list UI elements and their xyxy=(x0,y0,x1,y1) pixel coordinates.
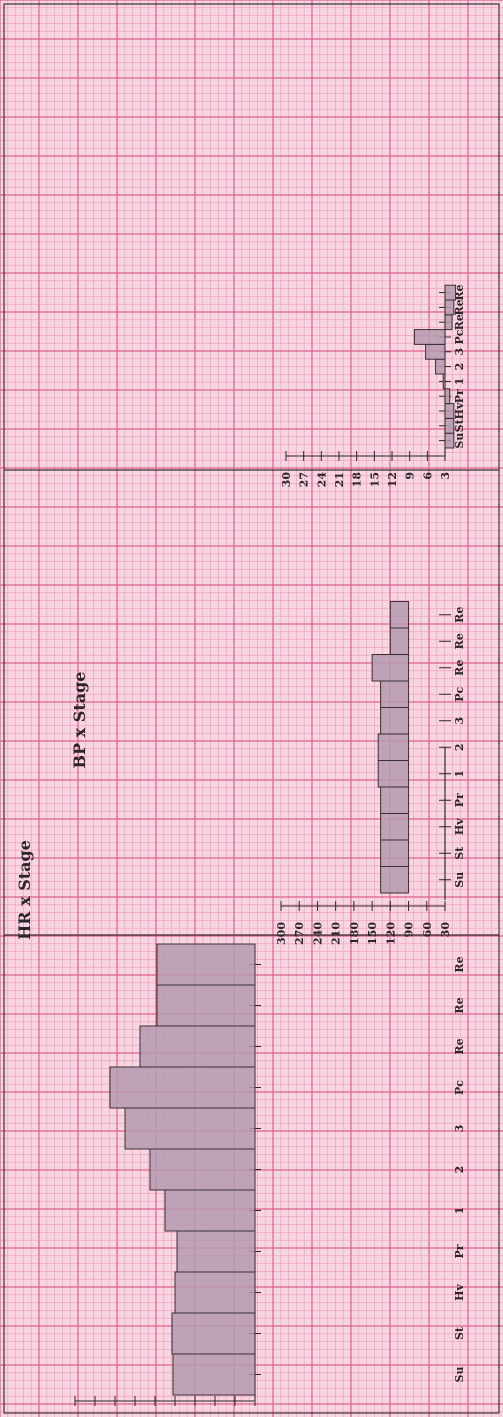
value-tick-label: 210 xyxy=(330,922,343,945)
category-label: Hv xyxy=(453,818,466,835)
category-label: Re xyxy=(453,997,466,1013)
bar xyxy=(444,299,455,316)
bar xyxy=(156,984,256,1027)
category-label: Re xyxy=(453,660,466,676)
bar xyxy=(444,388,451,405)
category-label: Re xyxy=(453,285,466,301)
bar xyxy=(172,1353,256,1396)
category-label: St xyxy=(453,846,466,860)
category-label: Hv xyxy=(453,1284,466,1301)
value-tick-label: 12 xyxy=(386,472,399,487)
category-label: Pc xyxy=(453,329,466,344)
bar xyxy=(176,1230,256,1273)
hr-chart: 20406080100120140160180200SuStHvPr123PcR… xyxy=(15,840,466,1417)
bp-chart: 30 60 90 120 150 180 210 240 270 300 Su St Hv Pr 1 2 3 Pc… xyxy=(70,601,466,945)
category-label: 3 xyxy=(453,1125,466,1133)
category-label: Pr xyxy=(453,389,466,403)
bar xyxy=(435,358,446,375)
category-label: Re xyxy=(453,956,466,972)
value-tick-label: 3 xyxy=(439,472,452,480)
category-label: Pr xyxy=(453,793,466,807)
category-label: Pc xyxy=(453,686,466,701)
bar xyxy=(442,373,446,390)
value-tick-label: 60 xyxy=(421,922,434,938)
category-label: 3 xyxy=(453,717,466,725)
chart-title: BP x Stage xyxy=(70,672,89,769)
value-tick-label: 6 xyxy=(421,472,434,480)
category-label: 2 xyxy=(453,363,466,371)
bar xyxy=(377,760,410,788)
category-label: Su xyxy=(453,433,466,449)
bar xyxy=(149,1148,256,1191)
bar xyxy=(171,1312,256,1355)
value-tick-label: 15 xyxy=(368,472,381,487)
bar xyxy=(425,343,446,360)
value-tick-label: 120 xyxy=(384,922,397,945)
category-label: Re xyxy=(453,633,466,649)
category-label: Re xyxy=(453,314,466,330)
bar xyxy=(444,403,455,419)
bar xyxy=(444,284,457,301)
category-label: Re xyxy=(453,299,466,315)
bar xyxy=(380,813,410,841)
bar xyxy=(444,314,453,331)
bar xyxy=(380,786,410,814)
value-tick-label: 21 xyxy=(333,472,346,487)
bar xyxy=(124,1107,256,1150)
bar xyxy=(164,1189,256,1232)
mets-chart: 36912151821242730SuStHvPr123PcReReReMets… xyxy=(280,284,466,488)
value-tick-label: 150 xyxy=(366,922,379,945)
bar xyxy=(389,627,410,655)
outer-frame xyxy=(3,3,500,1414)
value-tick-label: 30 xyxy=(280,472,293,488)
bar xyxy=(413,329,446,345)
value-tick-label: 300 xyxy=(275,922,288,945)
category-label: Su xyxy=(453,872,466,888)
category-label: Hv xyxy=(453,402,466,419)
value-tick-label: 27 xyxy=(298,472,311,487)
value-tick-label: 9 xyxy=(404,472,417,480)
category-label: St xyxy=(453,418,466,432)
value-tick-label: 24 xyxy=(315,472,328,488)
bar xyxy=(380,866,410,894)
category-label: Pr xyxy=(453,1244,466,1258)
category-label: 3 xyxy=(453,348,466,356)
category-label: 2 xyxy=(453,1166,466,1174)
value-tick-label: 90 xyxy=(403,922,416,938)
value-tick-label: 270 xyxy=(293,922,306,945)
category-label: 1 xyxy=(453,378,466,386)
bar xyxy=(156,943,256,986)
category-label: Su xyxy=(453,1367,466,1383)
chart-title: HR x Stage xyxy=(15,840,34,940)
bar xyxy=(380,680,410,708)
bar xyxy=(380,707,410,735)
category-label: St xyxy=(453,1326,466,1340)
bar xyxy=(444,432,455,449)
category-label: Re xyxy=(453,1038,466,1054)
category-label: 2 xyxy=(453,743,466,751)
bar xyxy=(389,601,410,629)
category-label: Pc xyxy=(453,1080,466,1095)
bar xyxy=(109,1066,256,1109)
bar xyxy=(377,733,410,761)
category-label: 1 xyxy=(453,1207,466,1215)
value-tick-label: 30 xyxy=(439,922,452,938)
category-label: Re xyxy=(453,607,466,623)
value-tick-label: 18 xyxy=(351,472,364,488)
category-label: 1 xyxy=(453,770,466,778)
bar xyxy=(380,839,410,867)
bar xyxy=(139,1025,256,1068)
bar xyxy=(174,1271,256,1314)
value-tick-label: 180 xyxy=(348,922,361,945)
bar xyxy=(371,654,410,682)
value-tick-label: 240 xyxy=(311,922,324,945)
bar xyxy=(444,417,455,434)
